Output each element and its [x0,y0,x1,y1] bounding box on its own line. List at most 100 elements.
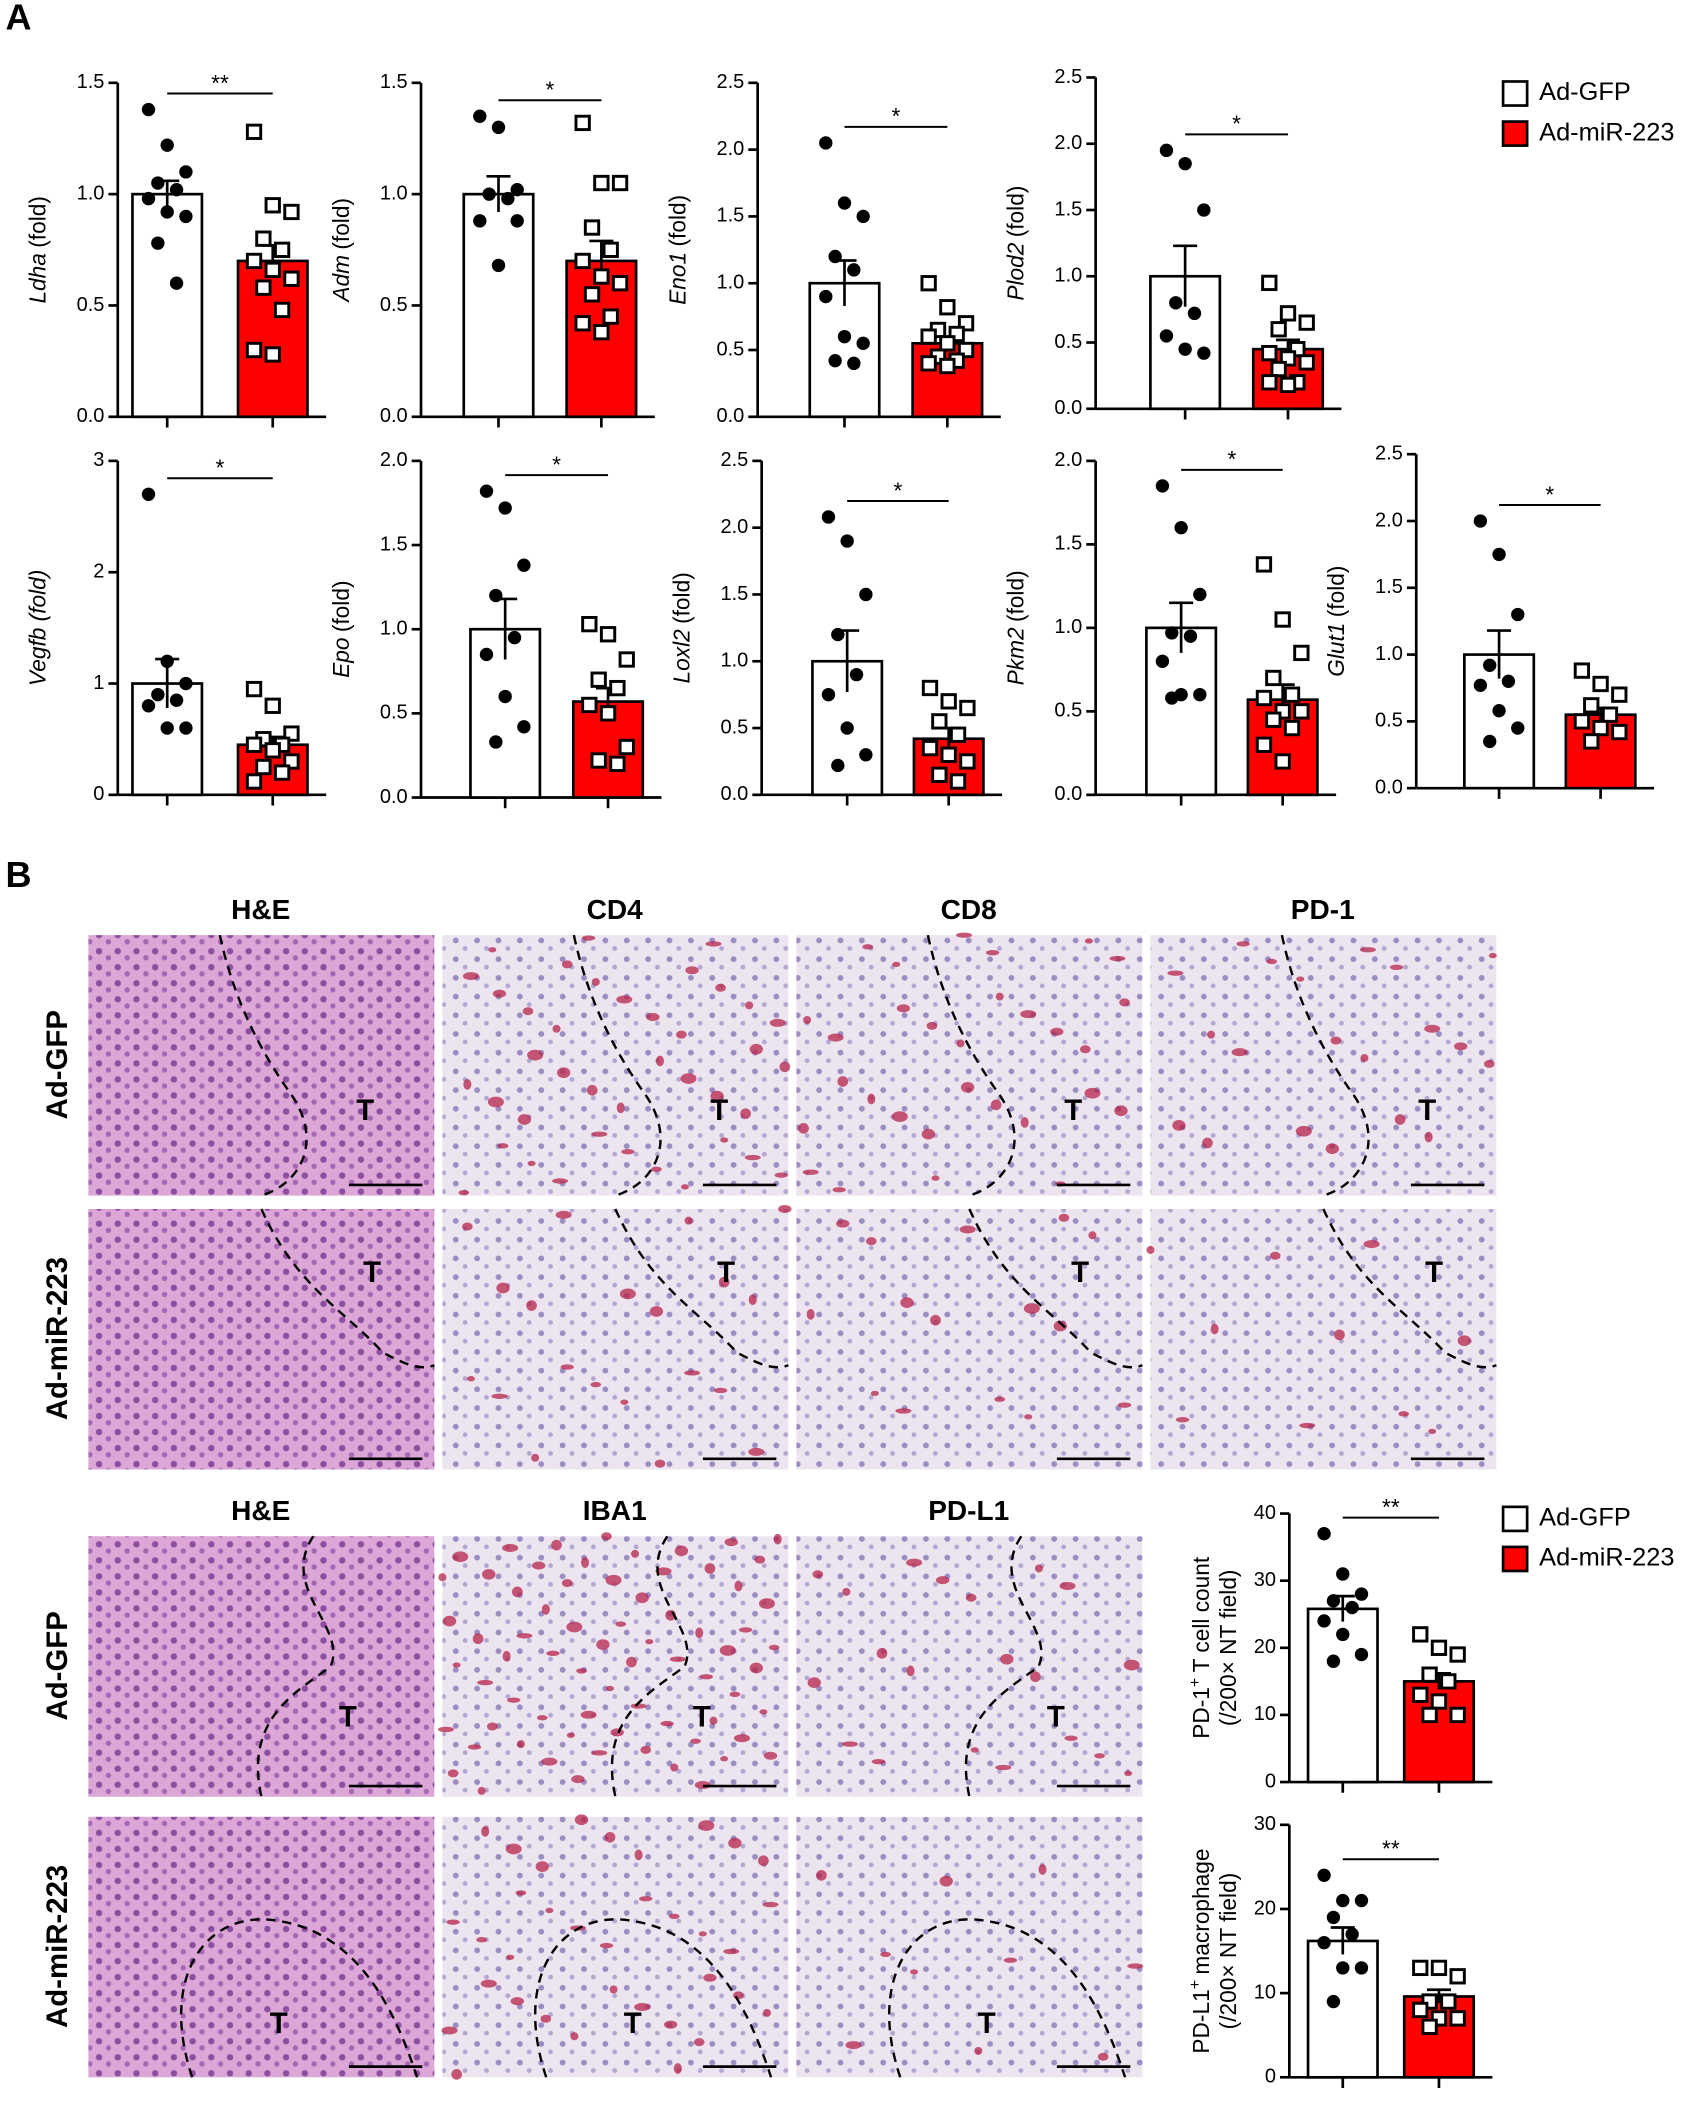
tumor-border [260,1208,435,1369]
data-point [1583,733,1600,750]
data-point [179,721,193,735]
stain-spot [452,1662,461,1668]
stain-spot [812,1570,824,1579]
data-point [1430,1639,1448,1656]
stain-spot [481,1826,490,1837]
y-tick-label: 2.5 [1054,66,1082,88]
data-point [1317,1614,1331,1628]
y-axis-label: Ldha (fold) [25,196,51,304]
stain-spot [527,1160,536,1167]
data-point [264,197,281,214]
data-point [1283,686,1301,703]
data-point [959,753,976,770]
data-point [611,174,629,192]
y-label-part: PD-1 [1188,1687,1214,1739]
bar [1145,626,1218,797]
stain-spot [1127,1963,1144,1969]
stain-spot [1424,1131,1433,1143]
stain-spot [1231,1048,1248,1057]
stain-spot [561,960,573,969]
data-point [1317,1868,1331,1882]
y-label-gene: Epo [328,638,354,678]
stain-spot [734,1580,743,1592]
stain-spot [773,1533,782,1545]
data-point [479,647,494,662]
data-point [1421,1666,1438,1683]
y-tick-label: 2.0 [1054,449,1082,471]
data-point [1412,1626,1429,1643]
tumor-border [180,1918,419,2078]
data-point [160,138,174,152]
stain-spot [606,1685,615,1692]
stain-spot [749,1043,763,1055]
y-tick-label: 0.0 [1054,783,1082,805]
y-tick-label: 1.0 [716,272,744,294]
y-tick-label: 1.0 [380,182,408,204]
y-tick-label: 0 [1265,1770,1276,1792]
data-point [599,705,617,722]
micrograph [88,935,435,1196]
data-point [1169,296,1183,310]
stain-spot [876,1647,888,1659]
stain-spot [522,1007,534,1016]
stain-spot [437,1726,454,1733]
stain-spot [1079,1045,1091,1054]
data-point [245,252,263,270]
data-point [491,120,506,135]
micrograph [442,935,789,1196]
data-point [920,355,937,372]
data-point [920,328,937,345]
data-point [283,270,300,287]
data-point [1165,691,1179,705]
stain-spot [705,941,722,947]
tumor-label: T [356,1094,374,1127]
stain-spot [655,1567,672,1576]
data-point [1317,1935,1331,1950]
stain-spot [906,1558,923,1567]
stain-spot [1000,1653,1014,1665]
stain-spot [1167,970,1184,976]
tumor-label: T [1418,1094,1436,1127]
y-tick-label: 1.5 [1054,533,1082,555]
y-tick-label: 0.0 [380,786,408,808]
stain-spot [684,1370,701,1376]
stain-spot [511,1586,523,1598]
stain-spot [502,1650,511,1662]
data-point [1298,354,1315,371]
y-label-gene: Pkm2 [1003,627,1029,685]
data-point [1412,2001,1429,2019]
stain-spot [774,1172,788,1178]
stain-spot [505,1843,522,1855]
stain-spot [734,1734,751,1743]
data-point [921,739,939,757]
data-point [1449,2010,1466,2027]
data-point [856,209,870,224]
data-point [1326,1594,1341,1608]
data-point [1336,1567,1350,1581]
tumor-border [926,934,1016,1197]
data-point [245,123,263,140]
data-point [1354,1893,1369,1908]
stain-spot [845,2041,862,2050]
stain-spot [1175,1417,1190,1423]
data-point [1473,678,1488,692]
stain-spot [995,1764,1012,1771]
stain-spot [466,1376,475,1382]
y-tick-label: 1.0 [77,182,105,204]
data-point [1611,723,1628,741]
data-point [160,205,174,219]
tumor-border [1280,934,1370,1197]
data-point [1255,736,1273,753]
y-label-sup: + [1186,1678,1204,1687]
y-label-gene: Eno1 [665,252,691,305]
data-point [1274,753,1291,770]
significance: * [894,477,903,503]
y-tick-label: 1.0 [1375,643,1403,665]
stain-spot [552,1024,561,1033]
data-point [847,356,861,371]
stain-spot [1236,941,1250,947]
stain-spot [891,1111,908,1122]
stain-spot [1389,964,1404,970]
stain-spot [768,1644,780,1651]
stain-spot [710,1090,724,1102]
